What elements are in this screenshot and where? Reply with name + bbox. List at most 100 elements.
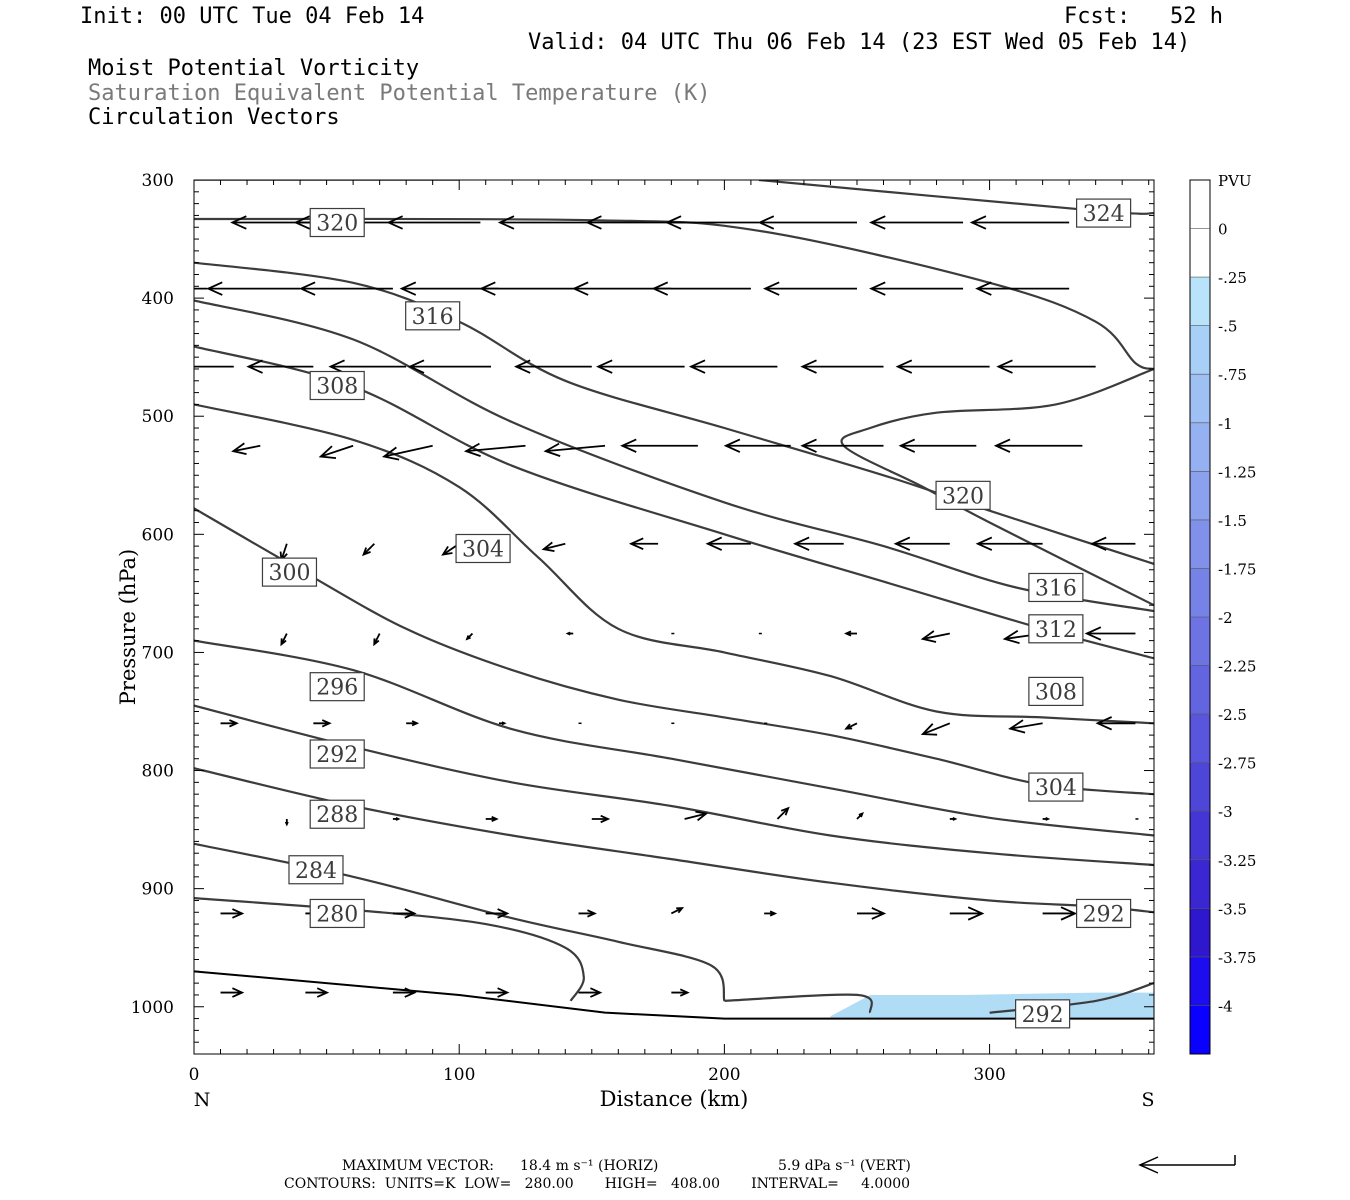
circulation-vector — [231, 442, 261, 456]
vector-head — [1084, 626, 1102, 641]
vector-head — [1002, 629, 1020, 645]
contour-label: 280 — [316, 902, 358, 927]
contour-296 — [194, 639, 1154, 837]
contour-label: 292 — [1083, 902, 1125, 927]
vector-head — [463, 442, 481, 458]
colorbar-swatch — [1190, 228, 1210, 278]
circulation-vector — [684, 810, 709, 822]
colorbar-swatch — [1190, 422, 1210, 472]
vector-head — [399, 281, 417, 296]
colorbar-label: -.75 — [1218, 366, 1247, 384]
contour-label: 292 — [316, 743, 358, 768]
ground-line — [193, 970, 1154, 1020]
ground-surface — [193, 970, 1154, 1020]
vector-head — [541, 541, 555, 553]
contour-label: 324 — [1083, 202, 1125, 227]
circulation-vector — [298, 281, 393, 296]
circulation-vector — [671, 988, 690, 997]
vector-head — [465, 635, 471, 641]
vector-head — [497, 215, 515, 230]
circulation-vector — [313, 719, 332, 728]
circulation-vector — [206, 281, 301, 296]
contour-284 — [194, 842, 726, 1002]
vector-head — [381, 446, 400, 461]
vector-head — [232, 908, 245, 919]
circulation-vector — [856, 812, 864, 820]
circulation-vector — [220, 908, 245, 919]
mpv-shaded-region — [830, 992, 1154, 1019]
vector-head — [975, 281, 992, 296]
circulation-vector — [628, 537, 659, 551]
circulation-vector — [996, 359, 1096, 374]
vector-head — [105, 216, 119, 229]
vector-head — [651, 281, 669, 296]
colorbar-label: -2 — [1218, 609, 1233, 627]
vector-head — [585, 215, 602, 230]
contour-label-box — [1028, 572, 1084, 603]
mpv-shading — [830, 992, 1154, 1019]
vector-head — [491, 815, 499, 822]
circulation-vector — [705, 536, 751, 551]
vector-head — [757, 215, 775, 230]
circulation-vector — [975, 536, 1043, 551]
y-tick-label: 500 — [142, 407, 174, 427]
colorbar-swatch — [1190, 180, 1210, 230]
circulation-vector — [869, 281, 964, 296]
contour-label: 320 — [942, 484, 984, 509]
circulation-vector — [284, 818, 289, 827]
circulation-vector — [543, 442, 606, 458]
vector-shaft — [466, 444, 526, 453]
circulation-vector — [479, 281, 579, 296]
circulation-vector — [893, 536, 950, 551]
vector-head — [229, 719, 239, 728]
circulation-vector — [895, 359, 990, 374]
vector-head — [688, 359, 706, 374]
max-vector-label: MAXIMUM VECTOR: — [342, 1158, 494, 1174]
circulation-vector — [975, 281, 1070, 296]
contour-288 — [194, 767, 1154, 914]
vector-head — [246, 359, 263, 374]
vector-head — [373, 638, 380, 647]
colorbar-label: -2.25 — [1218, 658, 1256, 676]
reference-vector — [1138, 1155, 1236, 1174]
circulation-vector — [194, 360, 234, 373]
circulation-vector — [920, 630, 950, 643]
contour-label: 292 — [1022, 1003, 1064, 1028]
circulation-vector — [969, 215, 1070, 230]
circulation-vector — [620, 438, 698, 453]
contour-label: 316 — [1035, 576, 1077, 601]
axes: 0 100 200 300 300 400 500 600 700 800 900 1000 Dista… — [116, 171, 1155, 1111]
circulation-vector — [1084, 626, 1136, 641]
vector-head — [206, 281, 223, 296]
field-title-thetae: Saturation Equivalent Potential Temperat… — [88, 81, 711, 106]
circulation-vector — [220, 719, 239, 728]
vector-head — [920, 630, 937, 643]
vector-shaft — [320, 444, 354, 458]
contour-label-box — [309, 739, 365, 769]
contour-label-box — [1015, 999, 1071, 1029]
vector-head — [590, 987, 603, 998]
contour-label-box — [455, 533, 511, 564]
vector-head — [293, 215, 311, 230]
circulation-vector — [776, 806, 790, 820]
colorbar-label: -3 — [1218, 803, 1233, 821]
vector-head — [1095, 716, 1113, 731]
vector-head — [596, 359, 613, 374]
circulation-vector — [406, 720, 420, 727]
circulation-vector — [328, 359, 407, 374]
colorbar-label: -.25 — [1218, 269, 1247, 287]
circulation-vector — [498, 721, 507, 726]
vector-shaft — [543, 542, 566, 551]
circulation-vector — [591, 814, 611, 824]
contour-label: 308 — [316, 375, 358, 400]
vector-head — [404, 908, 417, 919]
circulation-vector — [856, 907, 887, 920]
circulation-vector — [844, 722, 858, 730]
vector-shaft — [362, 543, 375, 556]
vector-head — [404, 987, 417, 998]
vector-head — [620, 438, 637, 453]
y-tick-label: 700 — [142, 643, 174, 663]
colorbar-label: -1 — [1218, 415, 1233, 433]
vector-head — [769, 910, 778, 917]
vector-head — [479, 281, 496, 296]
